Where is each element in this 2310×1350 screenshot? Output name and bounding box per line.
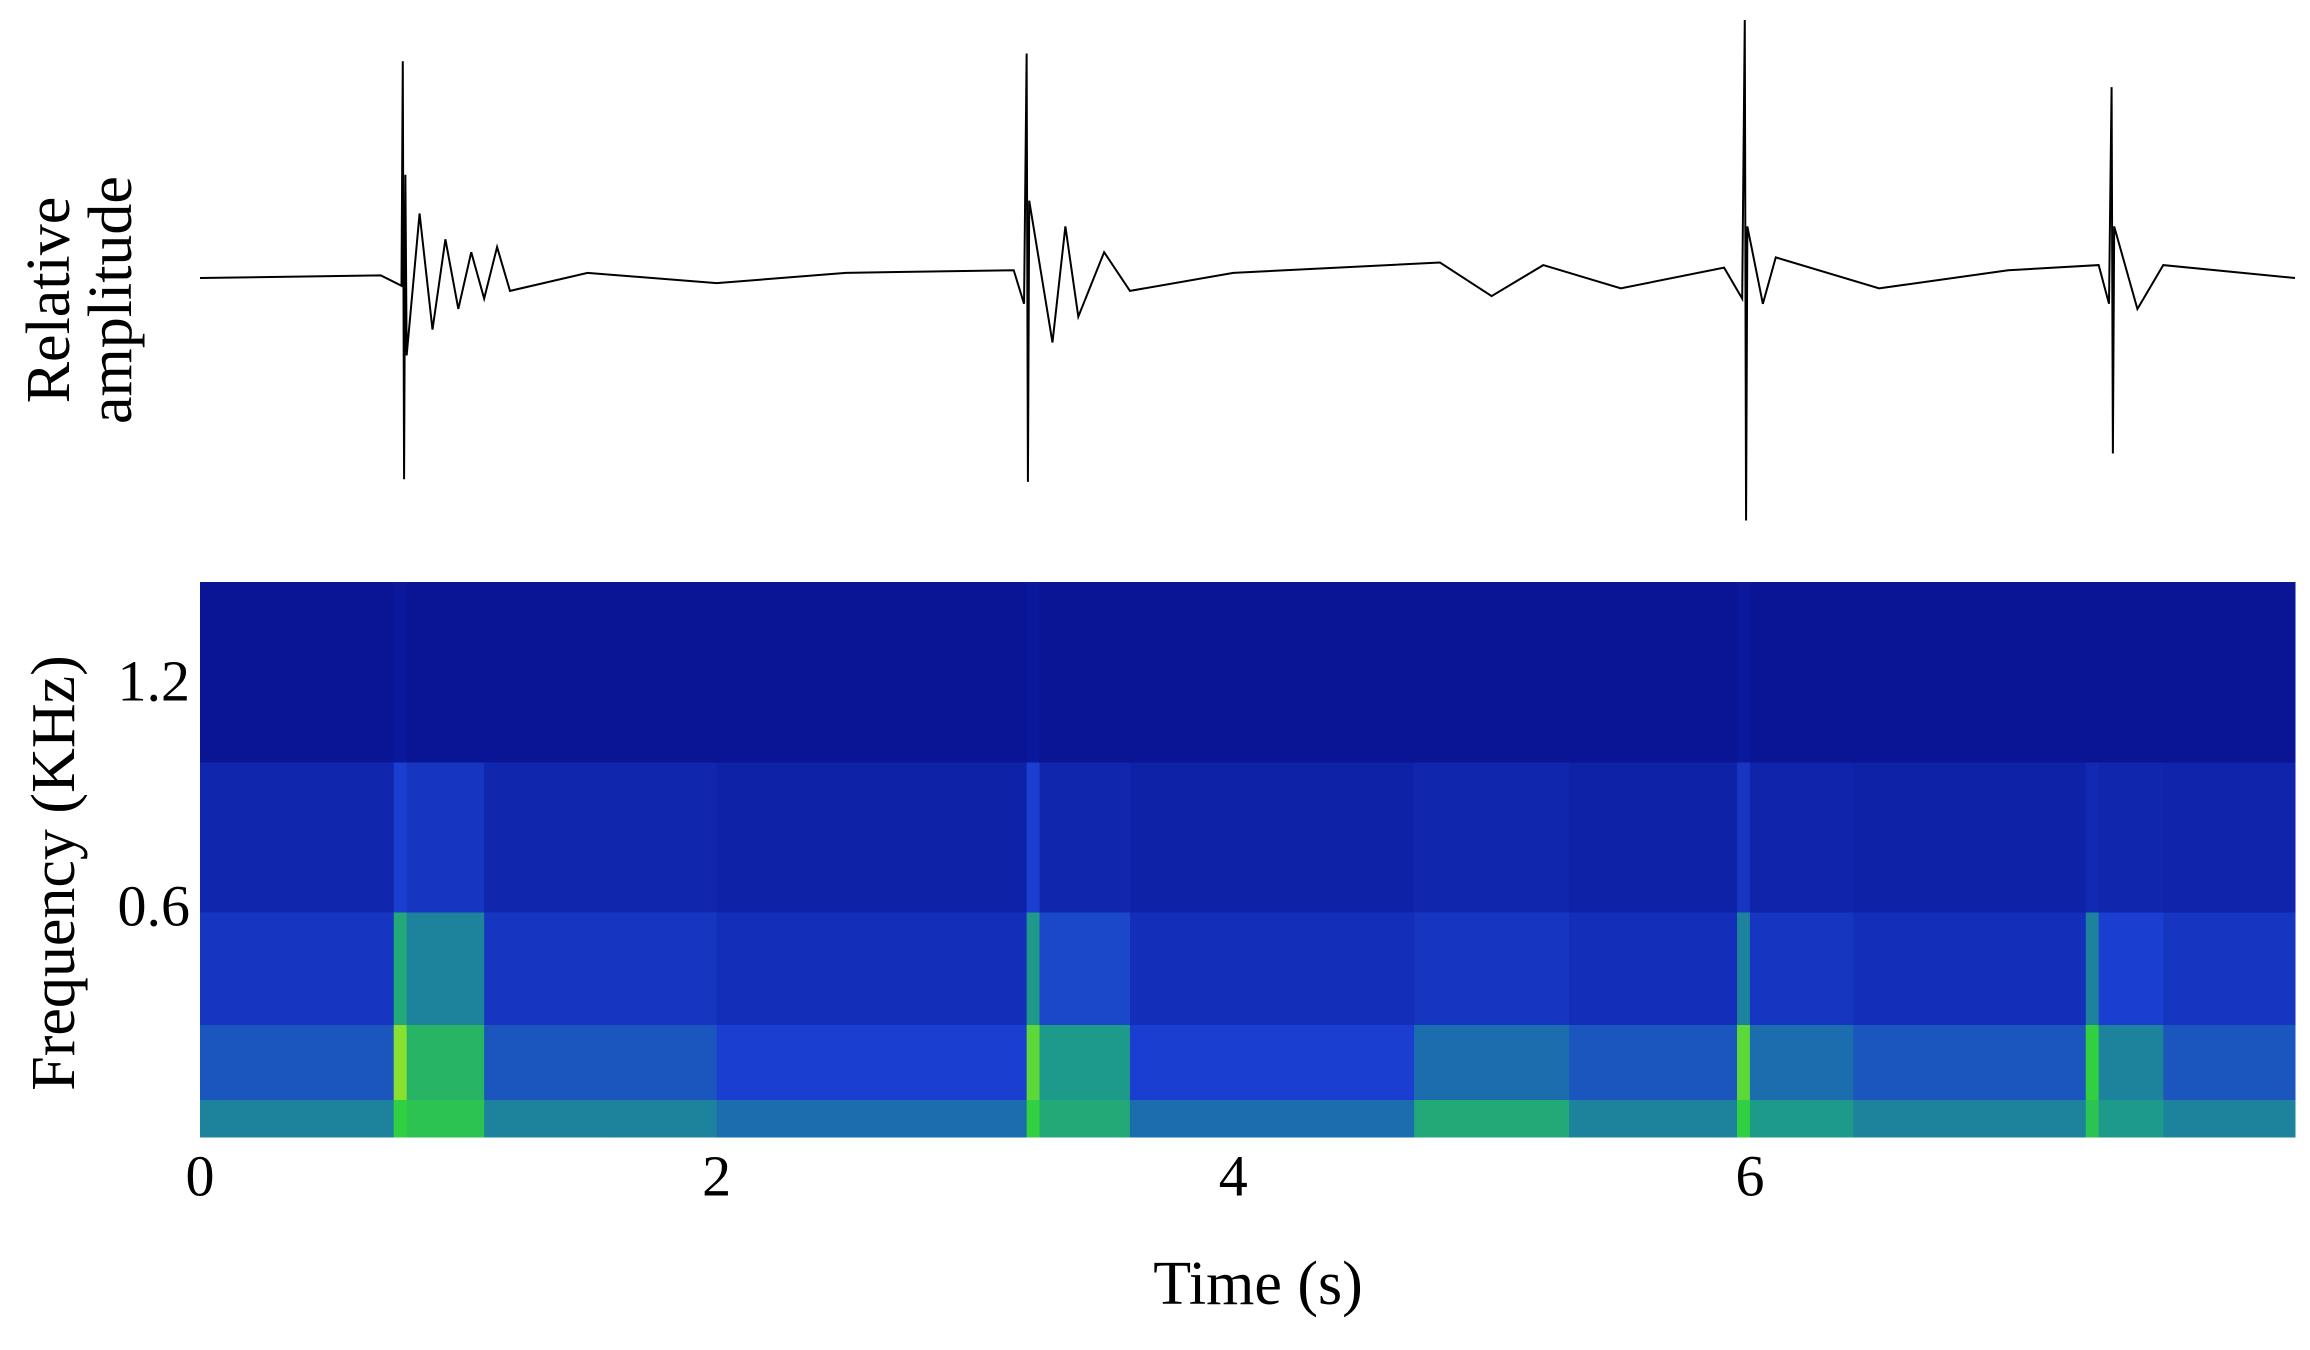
heatmap-cell xyxy=(716,762,1028,913)
heatmap-cell xyxy=(1129,912,1415,1025)
heatmap-cell xyxy=(1749,912,1854,1025)
heatmap-cell xyxy=(2163,762,2296,913)
heatmap-cell xyxy=(1737,1099,1751,1138)
heatmap-cell xyxy=(1026,1099,1041,1138)
heatmap-cell xyxy=(716,912,1028,1025)
heatmap-cell xyxy=(1569,582,1738,763)
heatmap-cell xyxy=(2085,912,2100,1025)
heatmap-cell xyxy=(484,912,614,1025)
heatmap-cell xyxy=(1414,1099,1570,1138)
heatmap-cell xyxy=(1026,912,1041,1025)
y-axis-label: Frequency (KHz) xyxy=(20,655,88,1091)
x-tick-label: 2 xyxy=(702,1143,731,1208)
heatmap-cell xyxy=(1737,582,1751,763)
heatmap-cell xyxy=(716,1099,1028,1138)
heatmap-cell xyxy=(1129,1024,1415,1100)
heatmap-cell xyxy=(1749,582,1854,763)
heatmap-cell xyxy=(200,762,395,913)
y-axis-label: Relative amplitude xyxy=(15,176,145,424)
heatmap-cell xyxy=(1737,1024,1751,1100)
heatmap-cell xyxy=(716,582,1028,763)
y-tick-label: 1.2 xyxy=(118,648,191,713)
heatmap-cell xyxy=(1737,762,1751,913)
heatmap-cell xyxy=(393,762,408,913)
heatmap-cell xyxy=(1129,582,1415,763)
heatmap-cell xyxy=(1039,762,1131,913)
heatmap-cell xyxy=(1039,1099,1131,1138)
heatmap-cell xyxy=(1026,582,1041,763)
heatmap-cell xyxy=(1853,1099,2087,1138)
heatmap-cell xyxy=(613,912,718,1025)
heatmap-cell xyxy=(2085,582,2100,763)
heatmap-cell xyxy=(393,912,408,1025)
heatmap-cell xyxy=(200,1024,395,1100)
heatmap-cell xyxy=(1026,1024,1041,1100)
heatmap-cell xyxy=(1414,762,1570,913)
x-tick-label: 4 xyxy=(1219,1143,1248,1208)
heatmap-cell xyxy=(1414,1024,1570,1100)
heatmap-cell xyxy=(613,1099,718,1138)
heatmap-cell xyxy=(2098,1024,2164,1100)
heatmap-cell xyxy=(484,762,614,913)
heatmap-cell xyxy=(2163,1024,2296,1100)
x-tick-label: 6 xyxy=(1735,1143,1764,1208)
heatmap-cell xyxy=(2098,582,2164,763)
heatmap-cell xyxy=(1129,1099,1415,1138)
heatmap-cell xyxy=(613,762,718,913)
heatmap-cell xyxy=(406,582,485,763)
heatmap-cell xyxy=(406,1099,485,1138)
heatmap-cell xyxy=(1569,912,1738,1025)
waveform xyxy=(199,19,2296,521)
heatmap-cell xyxy=(1569,1024,1738,1100)
heatmap-cell xyxy=(200,582,395,763)
heatmap-cell xyxy=(2163,1099,2296,1138)
heatmap-cell xyxy=(406,1024,485,1100)
heatmap-cell xyxy=(1039,582,1131,763)
y-tick-label: 0.6 xyxy=(118,873,191,938)
heatmap-cell xyxy=(1853,762,2087,913)
heatmap-cell xyxy=(1026,762,1041,913)
heatmap-cell xyxy=(200,1099,395,1138)
heatmap-cell xyxy=(2098,762,2164,913)
heatmap-cell xyxy=(393,582,408,763)
heatmap-cell xyxy=(1569,762,1738,913)
heatmap-cell xyxy=(1853,1024,2087,1100)
heatmap-cell xyxy=(2085,1024,2100,1100)
heatmap-cell xyxy=(1569,1099,1738,1138)
heatmap-cell xyxy=(613,1024,718,1100)
heatmap-cell xyxy=(1039,1024,1131,1100)
heatmap-cell xyxy=(484,582,614,763)
heatmap-cell xyxy=(1414,912,1570,1025)
heatmap-cell xyxy=(2098,912,2164,1025)
heatmap-cell xyxy=(2085,762,2100,913)
heatmap-cell xyxy=(393,1099,408,1138)
heatmap-cell xyxy=(406,912,485,1025)
heatmap-cell xyxy=(393,1024,408,1100)
heatmap-cell xyxy=(1414,582,1570,763)
heatmap-cell xyxy=(1737,912,1751,1025)
heatmap-cell xyxy=(1749,1099,1854,1138)
heatmap-cell xyxy=(2163,582,2296,763)
heatmap-cell xyxy=(1853,582,2087,763)
heatmap-cell xyxy=(2163,912,2296,1025)
heatmap-cell xyxy=(1749,762,1854,913)
heatmap-cell xyxy=(406,762,485,913)
heatmap-cell xyxy=(716,1024,1028,1100)
heatmap-cell xyxy=(484,1099,614,1138)
heatmap-cell xyxy=(2098,1099,2164,1138)
heatmap-cell xyxy=(2085,1099,2100,1138)
heatmap-cell xyxy=(1129,762,1415,913)
heatmap-cell xyxy=(1749,1024,1854,1100)
x-axis-label: Time (s) xyxy=(1153,1250,1363,1318)
heatmap-cell xyxy=(484,1024,614,1100)
heatmap-cell xyxy=(613,582,718,763)
x-tick-label: 0 xyxy=(186,1143,215,1208)
heatmap-cell xyxy=(1853,912,2087,1025)
heatmap-cell xyxy=(200,912,395,1025)
heatmap-cell xyxy=(1039,912,1131,1025)
